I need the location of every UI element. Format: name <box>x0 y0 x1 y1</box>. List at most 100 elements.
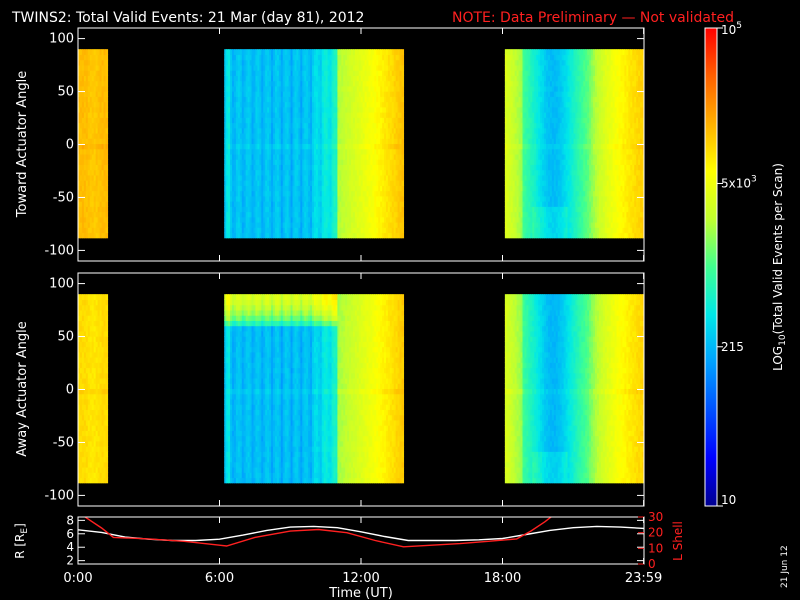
heatmap-cell <box>274 132 278 139</box>
heatmap-cell <box>284 153 288 160</box>
heatmap-cell <box>245 174 249 181</box>
heatmap-cell <box>528 169 531 176</box>
heatmap-cell <box>224 80 227 87</box>
heatmap-cell <box>337 96 340 103</box>
heatmap-cell <box>274 49 278 56</box>
heatmap-cell <box>292 185 296 192</box>
heatmap-cell <box>528 132 531 139</box>
heatmap-cell <box>245 232 249 239</box>
heatmap-cell <box>520 122 524 129</box>
heatmap-cell <box>228 159 231 165</box>
heatmap-cell <box>343 80 346 87</box>
heatmap-cell <box>78 211 81 218</box>
heatmap-cell <box>364 49 368 56</box>
heatmap-cell <box>280 59 284 66</box>
heatmap-cell <box>255 85 258 92</box>
heatmap-cell <box>382 153 385 160</box>
heatmap-cell <box>230 75 233 82</box>
heatmap-cell <box>321 91 325 97</box>
heatmap-cell <box>530 180 533 186</box>
heatmap-cell <box>339 206 342 213</box>
heatmap-cell <box>226 216 229 223</box>
heatmap-cell <box>362 138 366 145</box>
heatmap-cell <box>546 54 549 61</box>
heatmap-cell <box>354 216 358 223</box>
heatmap-cell <box>561 153 565 160</box>
heatmap-cell <box>93 64 97 71</box>
heatmap-cell <box>232 221 235 228</box>
heatmap-cell <box>85 106 89 113</box>
heatmap-cell <box>347 216 350 223</box>
heatmap-cell <box>228 96 231 103</box>
heatmap-cell <box>397 143 401 150</box>
heatmap-cell <box>101 106 105 113</box>
heatmap-cell <box>233 138 237 145</box>
heatmap-cell <box>518 169 522 176</box>
heatmap-cell <box>524 49 528 56</box>
heatmap-cell <box>237 169 241 176</box>
heatmap-cell <box>292 49 296 56</box>
heatmap-cell <box>267 122 270 129</box>
heatmap-cell <box>325 49 329 56</box>
heatmap-cell <box>224 185 227 192</box>
heatmap-cell <box>528 49 531 56</box>
heatmap-cell <box>232 117 235 124</box>
heatmap-cell <box>278 49 282 56</box>
heatmap-cell <box>306 112 309 118</box>
heatmap-cell <box>364 96 368 103</box>
heatmap-cell <box>349 80 352 87</box>
heatmap-cell <box>247 174 251 181</box>
heatmap-cell <box>536 70 539 76</box>
heatmap-cell <box>506 227 510 234</box>
heatmap-cell <box>273 159 276 165</box>
heatmap-cell <box>351 49 354 56</box>
heatmap-cell <box>312 180 315 186</box>
heatmap-cell <box>335 117 339 124</box>
heatmap-cell <box>354 221 358 228</box>
heatmap-cell <box>526 112 529 118</box>
heatmap-cell <box>247 127 251 134</box>
heatmap-cell <box>300 132 303 139</box>
heatmap-cell <box>331 96 335 103</box>
heatmap-cell <box>516 106 520 113</box>
heatmap-cell <box>364 127 368 134</box>
heatmap-cell <box>384 216 387 223</box>
heatmap-cell <box>528 153 531 160</box>
heatmap-cell <box>376 80 379 87</box>
heatmap-cell <box>265 106 268 113</box>
heatmap-cell <box>549 132 553 139</box>
heatmap-cell <box>510 190 514 197</box>
heatmap-cell <box>89 112 93 118</box>
heatmap-cell <box>282 80 286 87</box>
heatmap-cell <box>526 221 529 228</box>
heatmap-cell <box>298 232 301 239</box>
heatmap-cell <box>376 138 379 145</box>
heatmap-cell <box>536 174 539 181</box>
heatmap-cell <box>387 143 391 150</box>
heatmap-cell <box>233 106 237 113</box>
heatmap-cell <box>331 148 335 155</box>
heatmap-cell <box>91 153 95 160</box>
heatmap-cell <box>376 101 379 108</box>
heatmap-cell <box>329 216 333 223</box>
heatmap-cell <box>257 106 260 113</box>
heatmap-cell <box>228 80 231 87</box>
heatmap-cell <box>239 169 243 176</box>
heatmap-cell <box>391 85 395 92</box>
heatmap-cell <box>538 164 541 171</box>
heatmap-cell <box>542 185 545 192</box>
heatmap-cell <box>81 80 85 87</box>
heatmap-cell <box>302 96 305 103</box>
heatmap-cell <box>551 185 555 192</box>
heatmap-cell <box>294 54 298 61</box>
heatmap-cell <box>89 64 93 71</box>
heatmap-cell <box>549 117 553 124</box>
heatmap-cell <box>544 54 547 61</box>
heatmap-cell <box>555 91 559 97</box>
heatmap-cell <box>298 159 301 165</box>
heatmap-cell <box>534 211 537 218</box>
heatmap-cell <box>555 64 559 71</box>
heatmap-cell <box>522 153 526 160</box>
heatmap-cell <box>89 91 93 97</box>
heatmap-cell <box>335 59 339 66</box>
